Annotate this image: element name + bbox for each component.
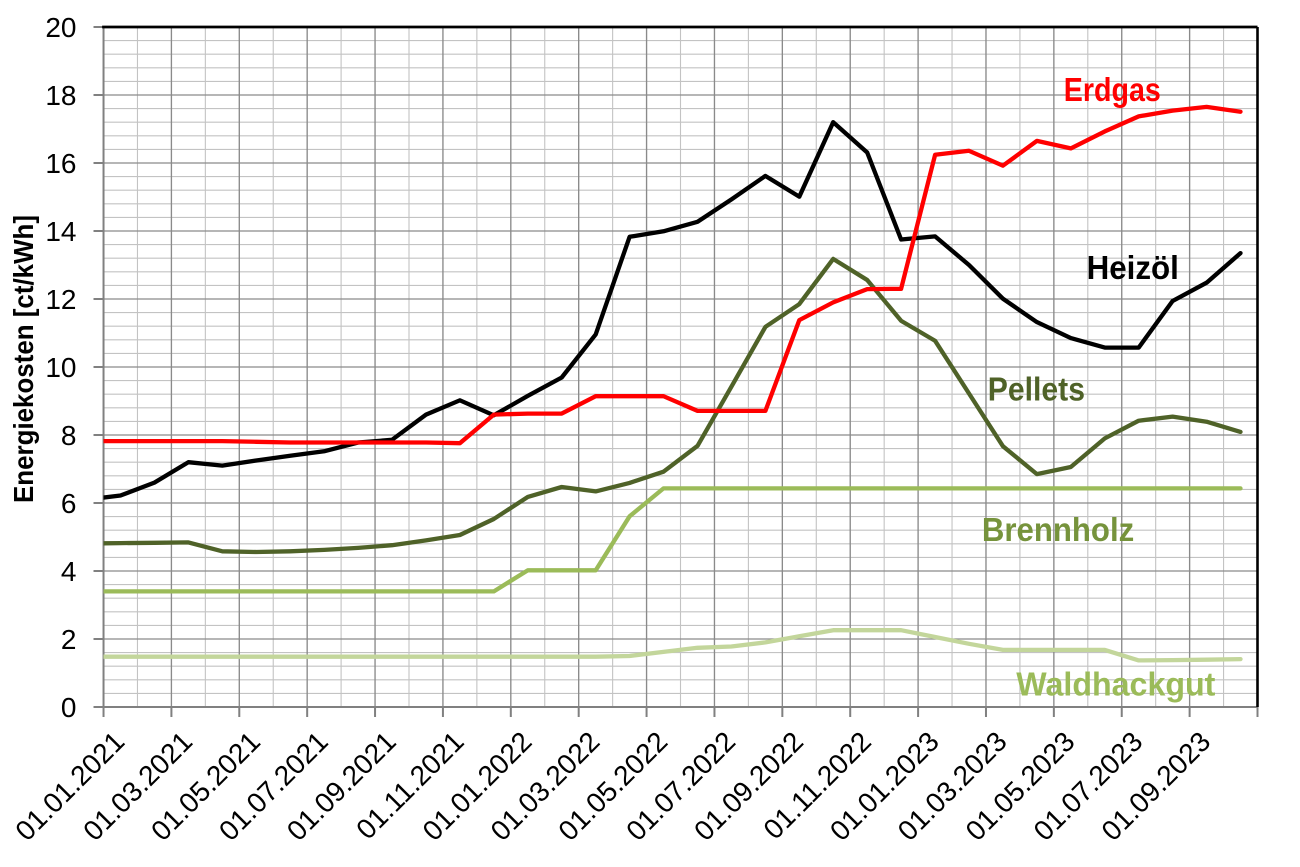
svg-text:Energiekosten [ct/kWh]: Energiekosten [ct/kWh] [8,215,39,503]
svg-text:Heizöl: Heizöl [1087,249,1179,286]
svg-text:20: 20 [45,12,76,43]
svg-text:Waldhackgut: Waldhackgut [1016,666,1215,703]
svg-text:10: 10 [45,352,76,383]
svg-text:16: 16 [45,148,76,179]
svg-text:12: 12 [45,284,76,315]
svg-text:14: 14 [45,216,76,247]
svg-text:Erdgas: Erdgas [1064,71,1161,108]
svg-text:4: 4 [61,556,77,587]
svg-text:0: 0 [61,692,77,723]
svg-text:6: 6 [61,488,77,519]
svg-text:Pellets: Pellets [988,370,1085,407]
svg-text:8: 8 [61,420,77,451]
svg-text:2: 2 [61,624,77,655]
svg-text:18: 18 [45,80,76,111]
svg-text:Brennholz: Brennholz [982,511,1134,548]
